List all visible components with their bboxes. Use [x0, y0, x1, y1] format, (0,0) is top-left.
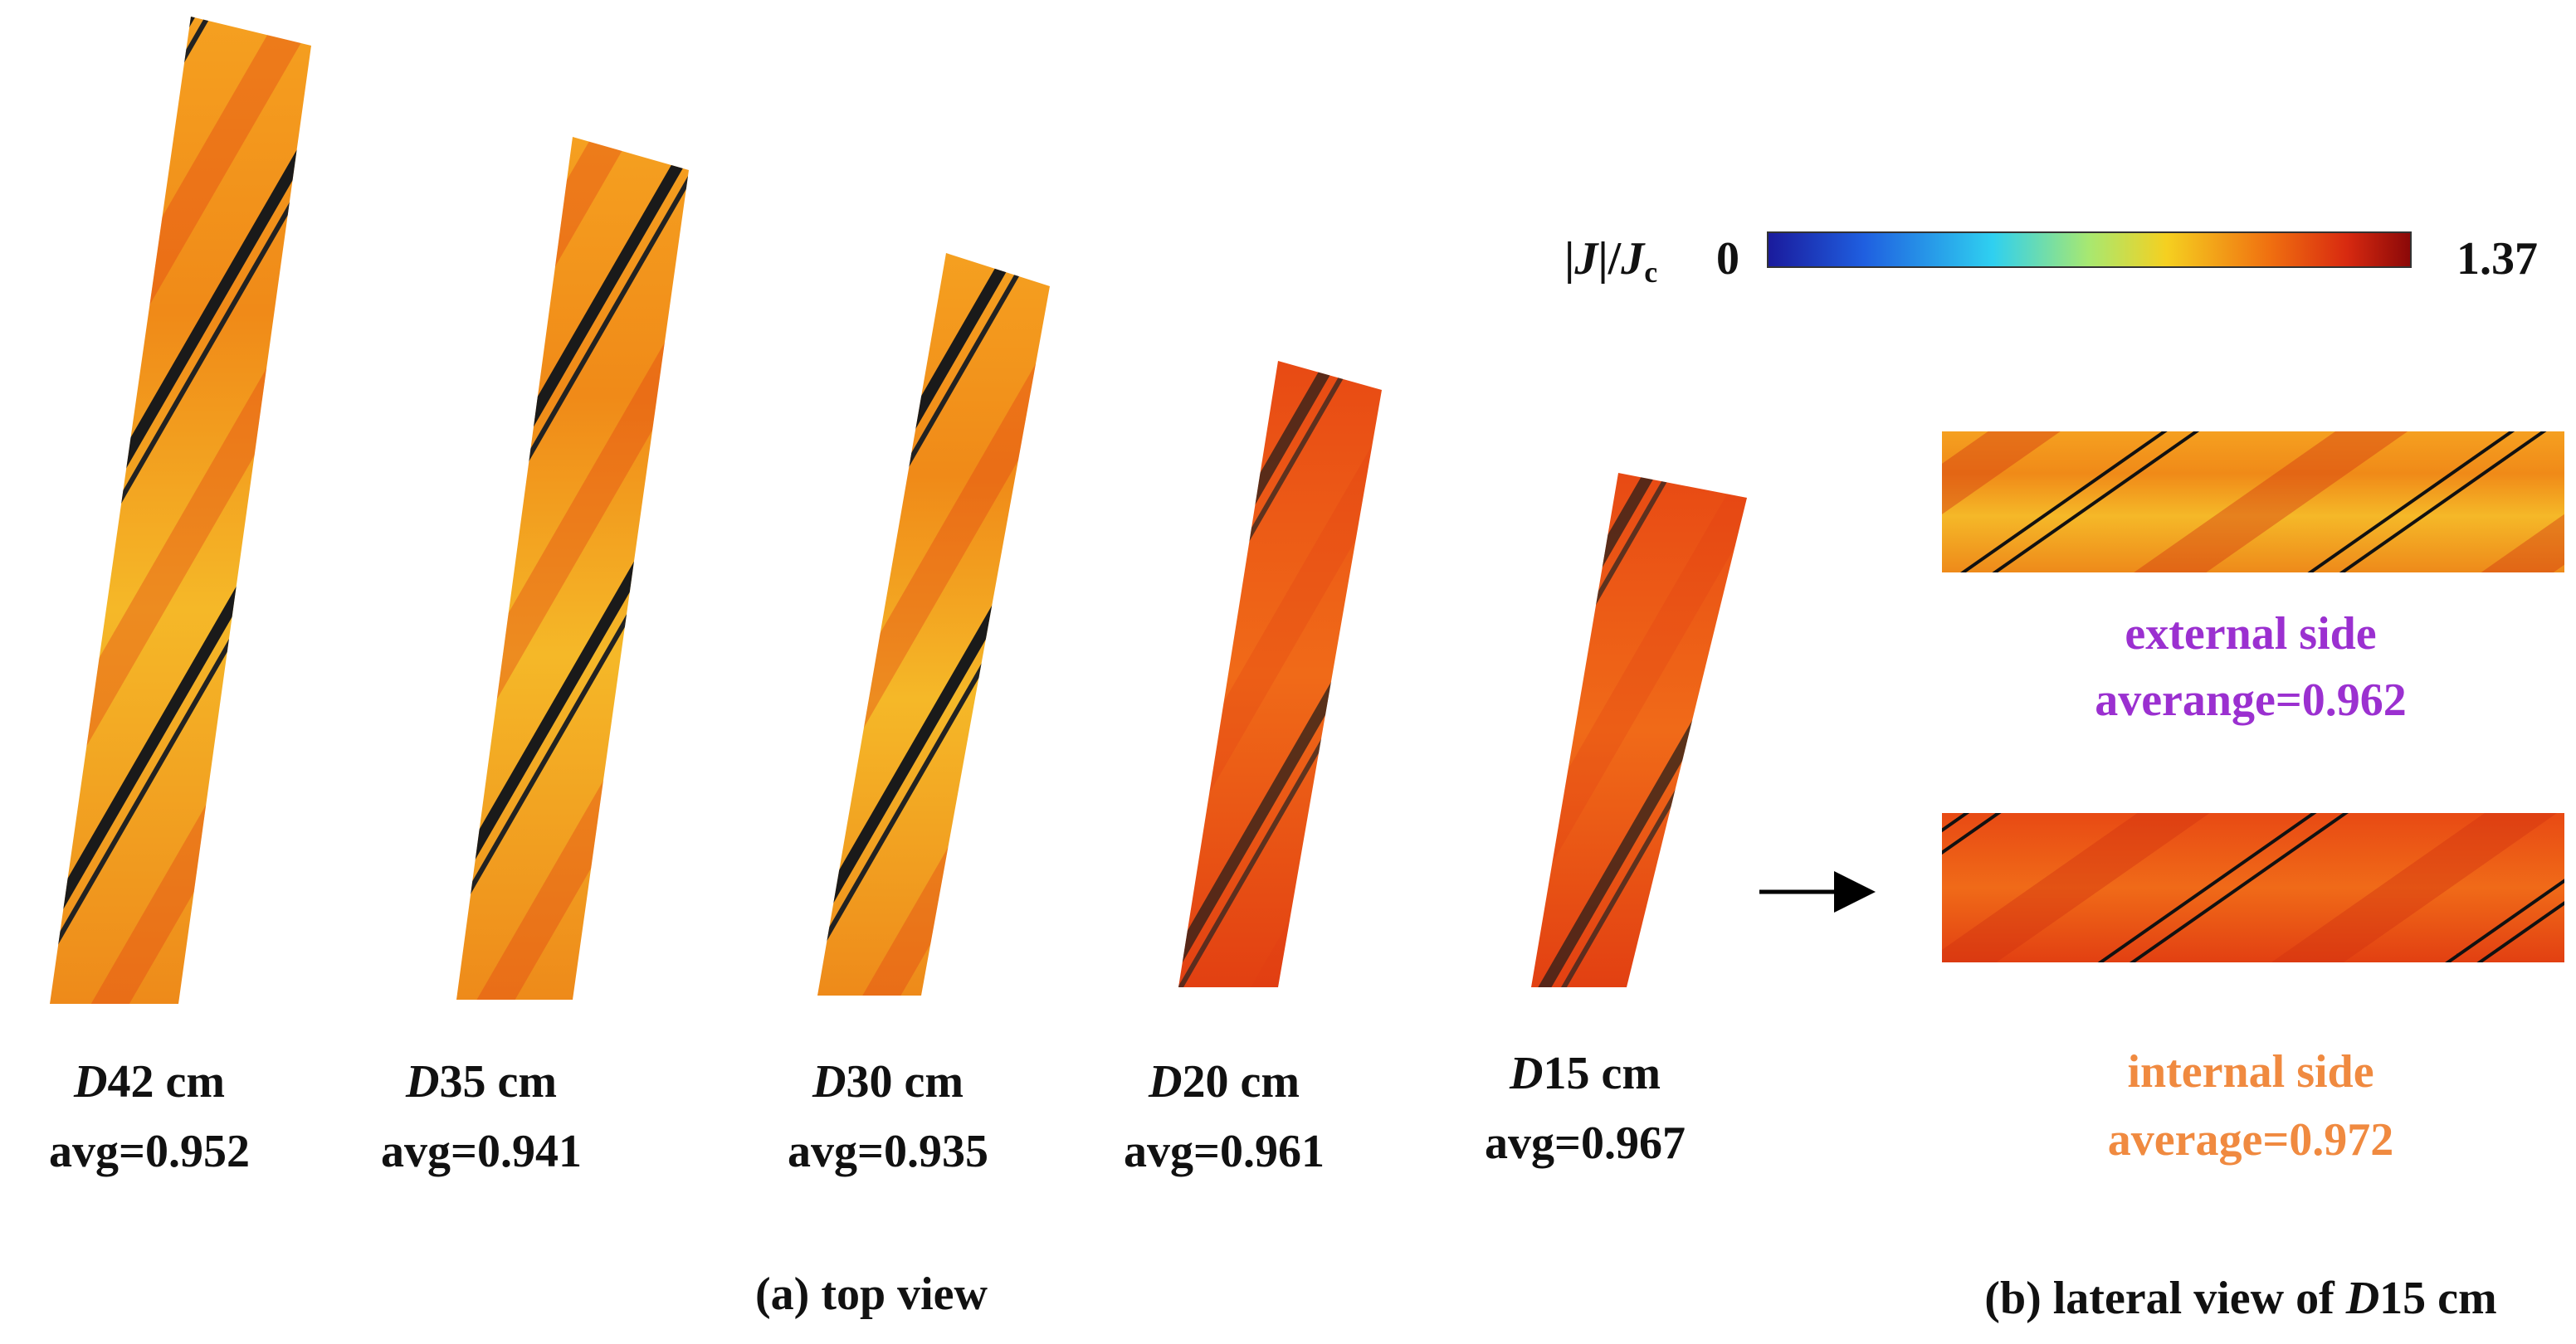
cable [50, 17, 311, 1004]
colorbar-min: 0 [1716, 233, 1739, 285]
cable-avg: avg=0.967 [1485, 1118, 1686, 1169]
cable [1178, 361, 1382, 987]
cable-avg: avg=0.941 [381, 1126, 582, 1177]
external-avg: averange=0.962 [2095, 674, 2407, 726]
caption-b: (b) lateral view of D15 cm [1984, 1273, 2496, 1324]
cable-name: D30 cm [812, 1056, 964, 1108]
cable-name: D35 cm [405, 1056, 557, 1108]
cable-name-italic: D [1148, 1056, 1182, 1108]
cable-name-italic: D [1509, 1048, 1543, 1099]
cable-avg: avg=0.952 [49, 1126, 250, 1177]
cable-name: D15 cm [1509, 1048, 1661, 1099]
colorbar-max: 1.37 [2456, 233, 2538, 285]
internal-label: internal side [2127, 1046, 2374, 1098]
colorbar-bar [1767, 231, 2412, 268]
cable-name-italic: D [73, 1056, 107, 1108]
cable-avg: avg=0.935 [788, 1126, 988, 1177]
colorbar: |J|/Jc 0 1.37 [1564, 231, 2538, 289]
cable [456, 137, 689, 1000]
cable-name: D42 cm [73, 1056, 225, 1108]
cable-name: D20 cm [1148, 1056, 1300, 1108]
cable-name-rest: 30 cm [846, 1056, 964, 1108]
colorbar-label: |J|/Jc [1564, 233, 1657, 289]
cable [1531, 473, 1747, 987]
cable-name-italic: D [405, 1056, 439, 1108]
cable-helix [1531, 473, 1747, 987]
cable-helix [456, 137, 689, 1000]
cable-helix [50, 17, 311, 1004]
lateral-external [1942, 431, 2564, 572]
external-label: external side [2125, 608, 2376, 660]
cable-name-rest: 35 cm [439, 1056, 557, 1108]
cable-name-italic: D [812, 1056, 846, 1108]
caption-a: (a) top view [755, 1269, 988, 1320]
cable-name-rest: 42 cm [107, 1056, 225, 1108]
lateral-internal [1942, 813, 2564, 962]
cable-helix [1178, 361, 1382, 987]
cable [817, 253, 1050, 996]
cable-avg: avg=0.961 [1124, 1126, 1325, 1177]
cable-name-rest: 20 cm [1182, 1056, 1300, 1108]
cable-name-rest: 15 cm [1543, 1048, 1661, 1099]
cable-helix [817, 253, 1050, 996]
internal-avg: average=0.972 [2108, 1114, 2393, 1166]
